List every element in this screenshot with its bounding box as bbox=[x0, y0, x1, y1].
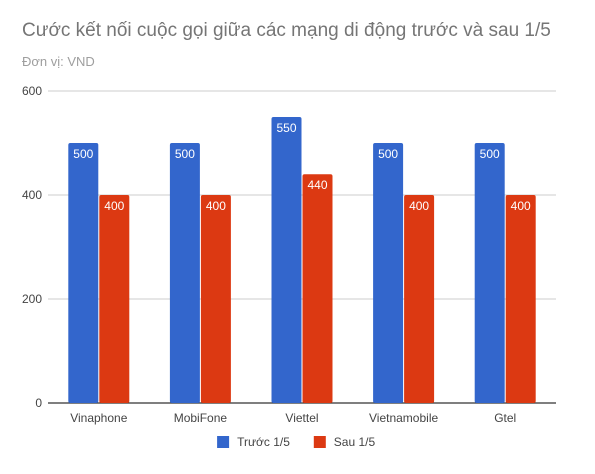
x-tick-label: Viettel bbox=[285, 411, 318, 425]
bar bbox=[474, 143, 505, 403]
bar bbox=[373, 143, 404, 403]
bar bbox=[99, 195, 130, 403]
data-label: 440 bbox=[307, 178, 327, 192]
bar bbox=[68, 143, 99, 403]
data-label: 550 bbox=[276, 121, 296, 135]
data-label: 500 bbox=[480, 147, 500, 161]
y-tick-label: 400 bbox=[22, 188, 42, 202]
x-tick-label: Gtel bbox=[494, 411, 516, 425]
legend-label: Sau 1/5 bbox=[334, 435, 376, 449]
x-tick-label: Vinaphone bbox=[70, 411, 127, 425]
y-tick-label: 0 bbox=[35, 396, 42, 410]
y-tick-label: 600 bbox=[22, 84, 42, 98]
bar bbox=[505, 195, 536, 403]
chart-title: Cước kết nối cuộc gọi giữa các mạng di đ… bbox=[22, 20, 551, 41]
bar bbox=[271, 117, 302, 403]
x-tick-label: MobiFone bbox=[174, 411, 228, 425]
chart-subtitle: Đơn vị: VND bbox=[22, 54, 95, 69]
x-tick-label: Vietnamobile bbox=[369, 411, 438, 425]
legend-label: Trước 1/5 bbox=[237, 435, 290, 449]
data-label: 500 bbox=[175, 147, 195, 161]
bar bbox=[169, 143, 200, 403]
legend-swatch bbox=[217, 436, 230, 448]
data-label: 400 bbox=[511, 199, 531, 213]
data-label: 400 bbox=[104, 199, 124, 213]
data-label: 400 bbox=[206, 199, 226, 213]
data-label: 400 bbox=[409, 199, 429, 213]
legend-swatch bbox=[313, 436, 326, 448]
bar bbox=[404, 195, 435, 403]
data-label: 500 bbox=[378, 147, 398, 161]
bar bbox=[302, 174, 333, 403]
y-tick-label: 200 bbox=[22, 292, 42, 306]
data-label: 500 bbox=[73, 147, 93, 161]
bar bbox=[200, 195, 231, 403]
